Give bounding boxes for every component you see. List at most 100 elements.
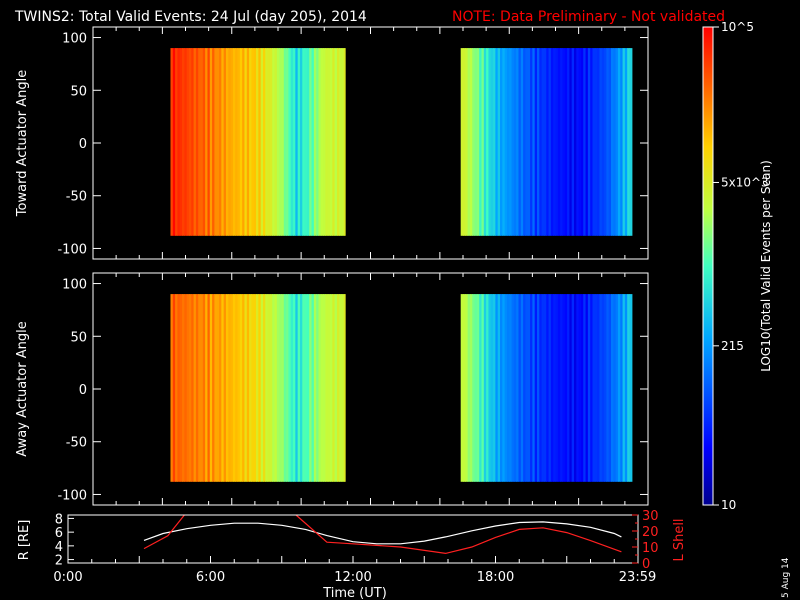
heatmap-column xyxy=(318,48,322,236)
heatmap-column xyxy=(469,48,473,236)
heatmap-column xyxy=(543,294,547,482)
heatmap-column xyxy=(550,48,554,236)
heatmap-column xyxy=(574,48,577,236)
heatmap-column xyxy=(606,294,610,482)
r-axis-label: R [RE] xyxy=(17,520,32,561)
heatmap-column xyxy=(467,294,471,482)
heatmap-column xyxy=(624,294,628,482)
heatmap-column xyxy=(221,294,225,482)
heatmap-column xyxy=(506,294,510,482)
time-tick-label: 12:00 xyxy=(334,570,371,585)
heatmap-column xyxy=(599,48,603,236)
heatmap-column xyxy=(500,294,503,482)
heatmap-column xyxy=(334,48,338,236)
heatmap-column xyxy=(463,48,466,236)
heatmap-column xyxy=(532,294,536,482)
r-distance-line xyxy=(143,521,622,545)
heatmap-column xyxy=(237,294,241,482)
heatmap-column xyxy=(597,294,601,482)
heatmap-column xyxy=(511,48,515,236)
heatmap-column xyxy=(202,48,206,236)
heatmap-column xyxy=(320,294,324,482)
y-tick-label: 50 xyxy=(70,84,87,99)
heatmap-column xyxy=(242,294,246,482)
heatmap-column xyxy=(493,48,496,236)
heatmap-column xyxy=(316,294,320,482)
heatmap-column xyxy=(184,294,188,482)
heatmap-column xyxy=(580,48,584,236)
heatmap-column xyxy=(272,48,276,236)
heatmap-column xyxy=(585,294,589,482)
heatmap-column xyxy=(557,48,561,236)
heatmap-column xyxy=(585,48,589,236)
heatmap-column xyxy=(332,48,336,236)
heatmap-column xyxy=(228,294,232,482)
heatmap-column xyxy=(269,294,273,482)
heatmap-column xyxy=(553,294,557,482)
heatmap-column xyxy=(583,48,587,236)
time-tick-label: 18:00 xyxy=(477,570,514,585)
heatmap-column xyxy=(256,294,259,482)
colorbar-tick-label: 10 xyxy=(721,498,736,512)
y-tick-label: 0 xyxy=(79,137,87,152)
heatmap-column xyxy=(214,48,218,236)
toward-angle-panel: 100 50 0 -50 -100 Toward Actuator Angle xyxy=(15,26,649,260)
heatmap-column xyxy=(339,48,343,236)
heatmap-column xyxy=(209,294,213,482)
heatmap-column xyxy=(256,48,259,236)
time-tick-label: 6:00 xyxy=(196,570,225,585)
heatmap-column xyxy=(557,294,561,482)
heatmap-column xyxy=(228,48,232,236)
y-tick-label: -50 xyxy=(66,190,87,205)
heatmap-column xyxy=(198,294,202,482)
heatmap-column xyxy=(493,294,496,482)
heatmap-column xyxy=(244,48,248,236)
heatmap-column xyxy=(594,48,598,236)
heatmap-column xyxy=(525,294,529,482)
heatmap-column xyxy=(251,48,255,236)
heatmap-column xyxy=(205,48,209,236)
heatmap-column xyxy=(578,294,582,482)
heatmap-column xyxy=(265,48,269,236)
heatmap-column xyxy=(276,294,280,482)
colorbar-scale xyxy=(703,27,713,505)
heatmap-column xyxy=(302,48,306,236)
heatmap-column xyxy=(302,294,306,482)
heatmap-column xyxy=(232,48,236,236)
heatmap-column xyxy=(172,48,176,236)
heatmap-column xyxy=(463,294,466,482)
y-tick-label: 100 xyxy=(62,32,87,47)
heatmap-column xyxy=(617,294,621,482)
heatmap-column xyxy=(297,294,301,482)
heatmap-column xyxy=(530,48,533,236)
heatmap-column xyxy=(516,294,520,482)
heatmap-column xyxy=(504,48,508,236)
heatmap-column xyxy=(299,48,303,236)
heatmap-column xyxy=(239,48,243,236)
heatmap-column xyxy=(225,294,229,482)
heatmap-column xyxy=(214,294,218,482)
r-tick-label: 4 xyxy=(55,540,63,555)
toward-y-axis-label: Toward Actuator Angle xyxy=(15,70,30,217)
heatmap-column xyxy=(629,294,633,482)
heatmap-column xyxy=(497,294,501,482)
heatmap-column xyxy=(476,294,480,482)
heatmap-column xyxy=(513,294,517,482)
heatmap-column xyxy=(539,48,543,236)
heatmap-column xyxy=(567,294,570,482)
heatmap-column xyxy=(534,48,538,236)
heatmap-column xyxy=(216,48,220,236)
l-shell-line xyxy=(295,514,622,555)
time-tick-label: 23:59 xyxy=(619,570,656,585)
away-angle-panel: 100 50 0 -50 -100 Away Actuator Angle xyxy=(15,272,649,506)
heatmap-column xyxy=(297,48,301,236)
heatmap-column xyxy=(497,48,501,236)
heatmap-column xyxy=(336,48,340,236)
l-shell-axis-label: L Shell xyxy=(672,518,687,561)
heatmap-column xyxy=(472,294,476,482)
heatmap-column xyxy=(343,294,346,482)
heatmap-column xyxy=(283,48,287,236)
heatmap-column xyxy=(627,294,631,482)
heatmap-column xyxy=(518,48,522,236)
heatmap-column xyxy=(525,48,529,236)
